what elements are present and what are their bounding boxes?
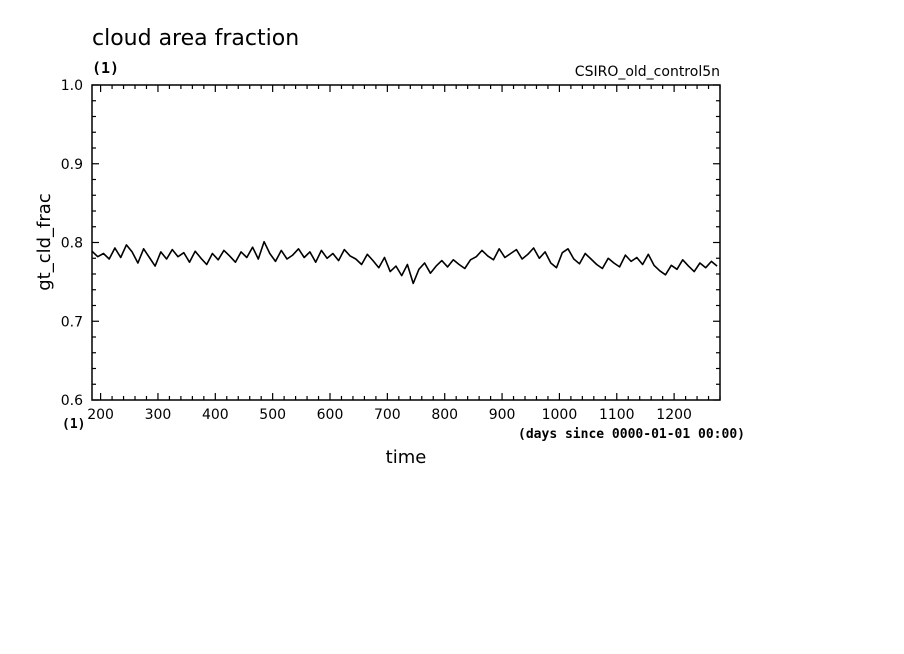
source-label: CSIRO_old_control5n: [575, 64, 720, 80]
x-tick-label: 200: [87, 407, 114, 423]
x-axis-units: (days since 0000-01-01 00:00): [518, 427, 745, 442]
series-line-gt-cld-frac: [91, 240, 718, 285]
y-tick-label: 0.6: [61, 393, 83, 409]
x-tick-label: 1100: [599, 407, 635, 423]
y-axis-ticks: 0.6 0.7 0.8 0.9 1.0: [61, 78, 720, 409]
y-tick-label: 1.0: [61, 78, 83, 94]
title-units: (1): [92, 59, 119, 77]
x-tick-label: 600: [317, 407, 344, 423]
plot-frame: [91, 84, 721, 401]
x-tick-label: 700: [374, 407, 401, 423]
x-tick-label: 900: [489, 407, 516, 423]
chart-title: cloud area fraction: [92, 26, 299, 51]
x-tick-label: 400: [202, 407, 229, 423]
y-axis-label: gt_cld_frac: [34, 193, 55, 290]
x-tick-label: 1200: [656, 407, 692, 423]
y-axis-units: (1): [62, 417, 85, 432]
x-tick-label: 500: [259, 407, 286, 423]
x-axis-label: time: [386, 447, 427, 468]
x-tick-label: 300: [145, 407, 172, 423]
y-tick-label: 0.9: [61, 157, 83, 173]
x-tick-label: 1000: [542, 407, 578, 423]
y-tick-label: 0.7: [61, 314, 83, 330]
x-tick-label: 800: [431, 407, 458, 423]
y-tick-label: 0.8: [61, 236, 83, 252]
x-axis-ticks: 200 300 400 500 600 700 800 900 1000 1100 1200: [87, 85, 721, 423]
